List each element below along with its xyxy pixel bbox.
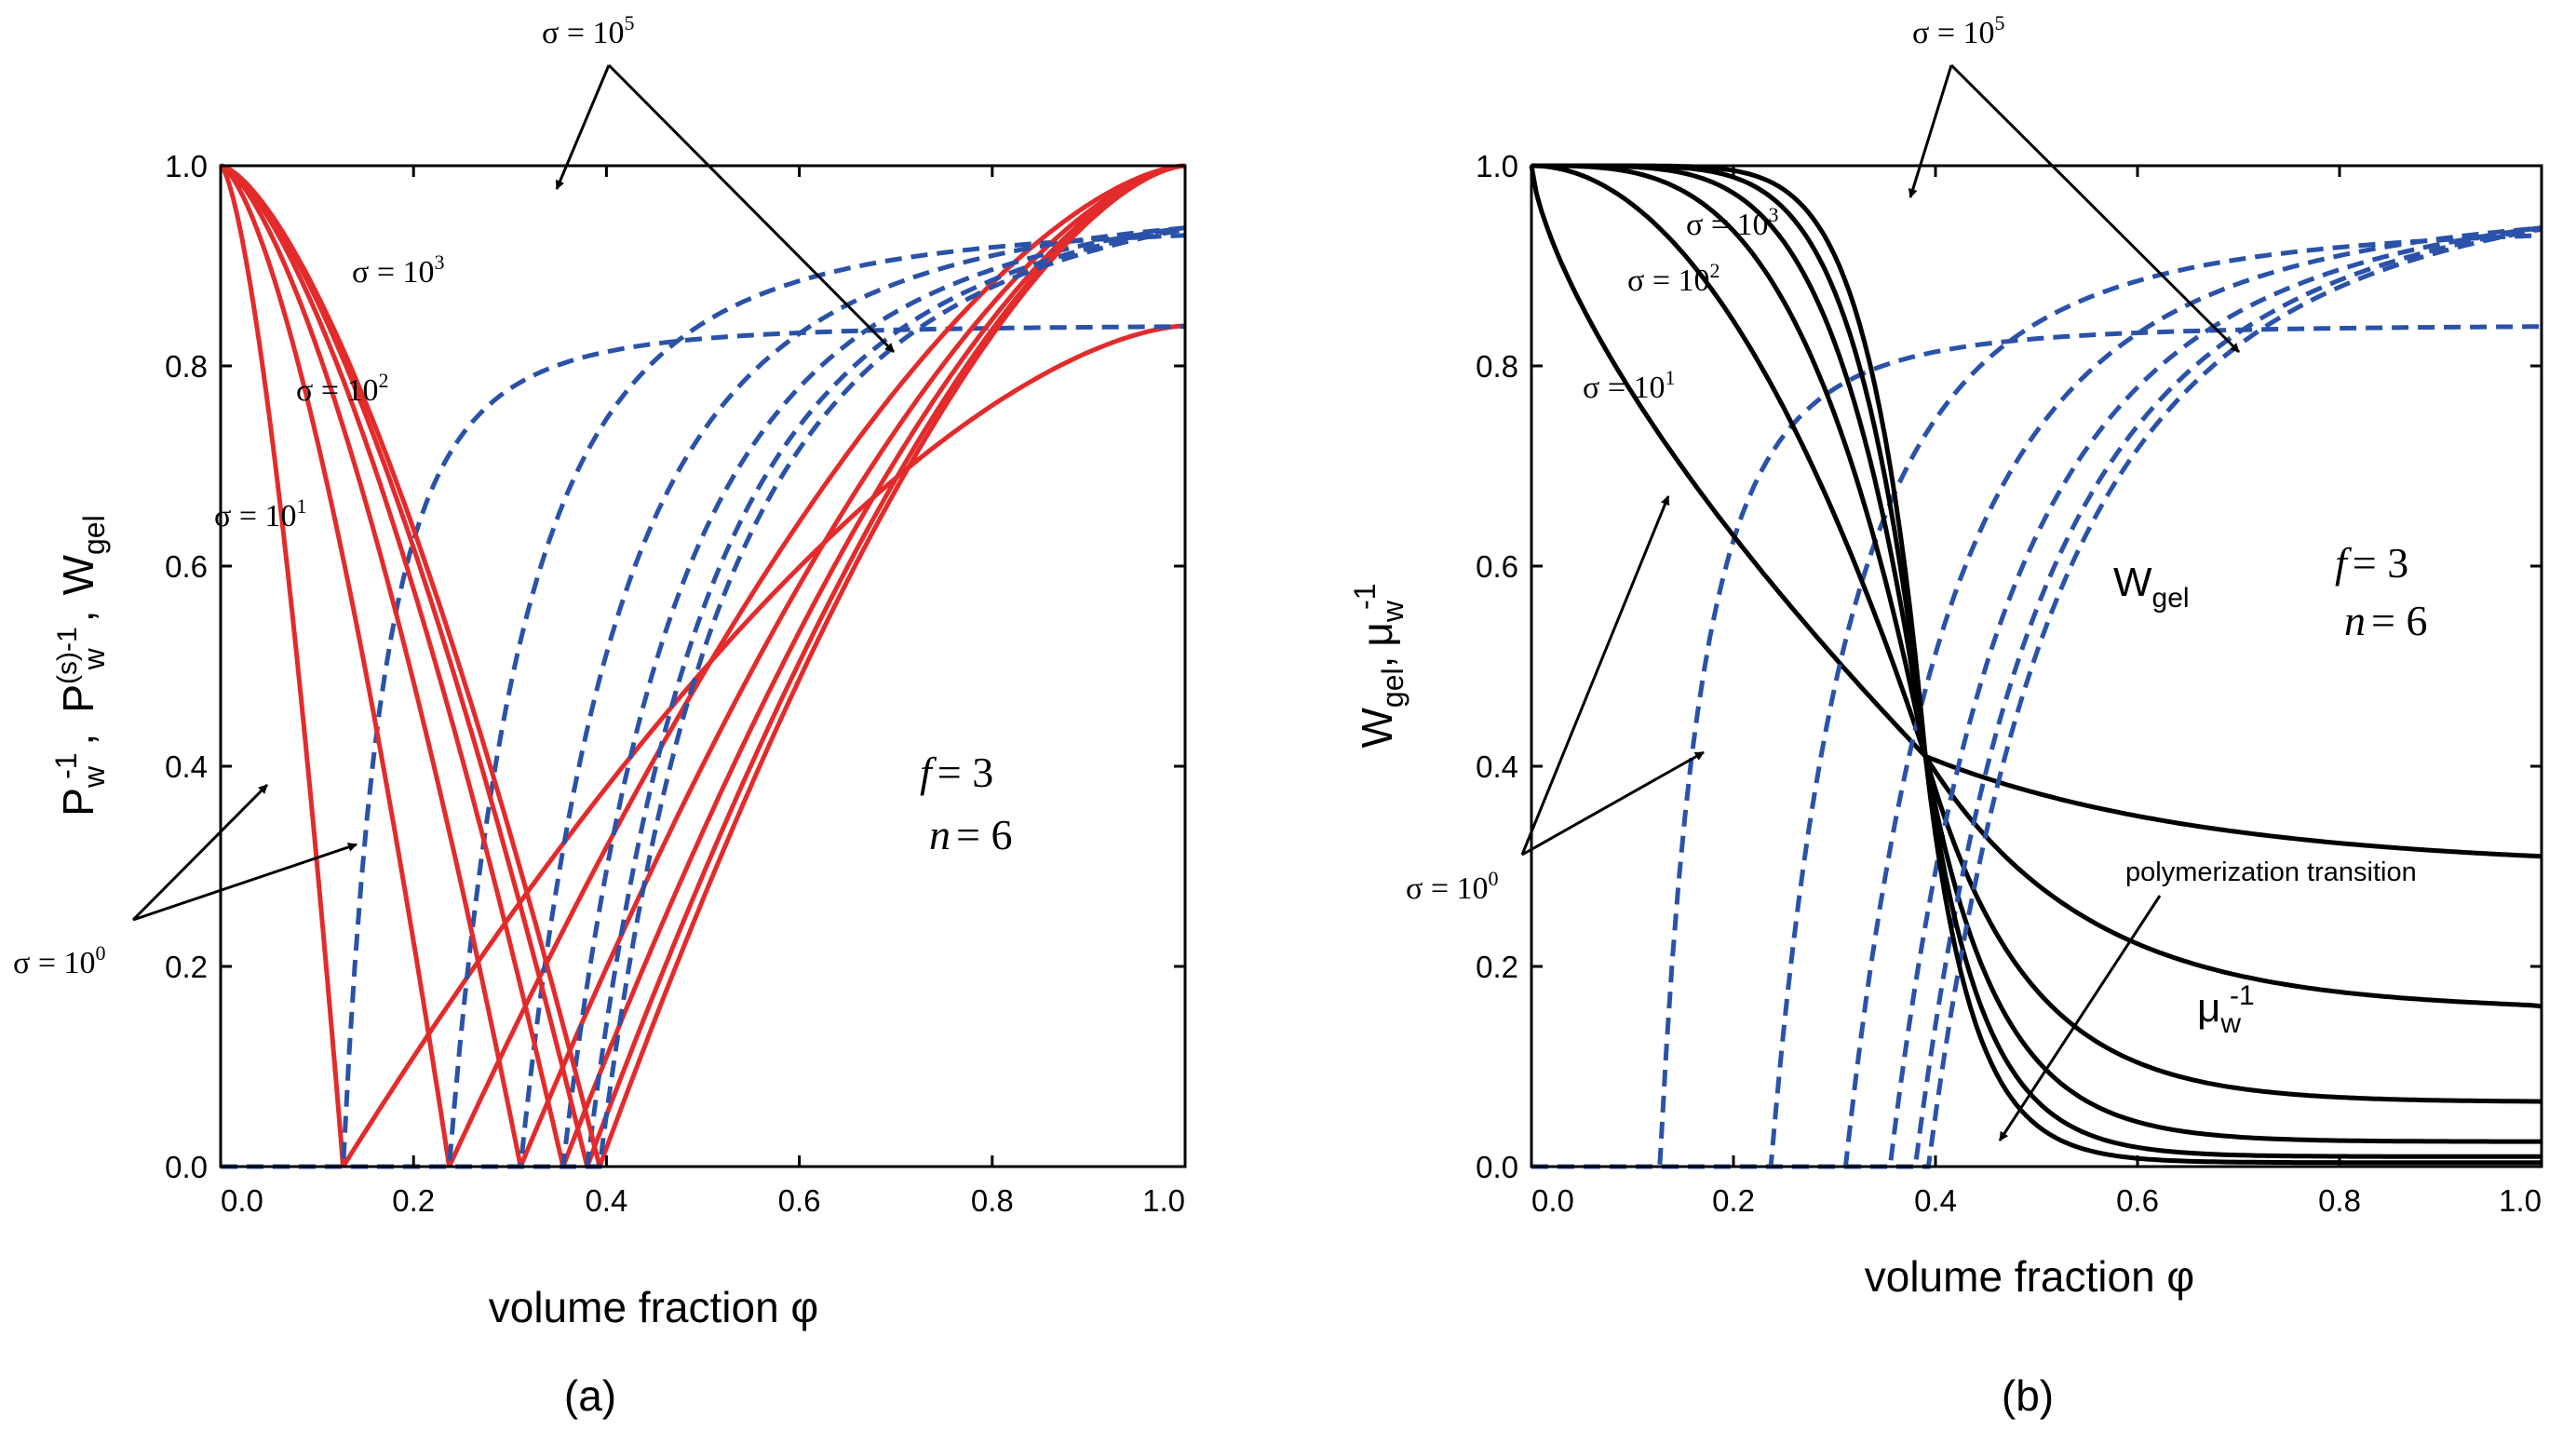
panel-b-black-mu-sigma-10000 (1531, 163, 2542, 1159)
panel-b-ytick-label: 1.0 (1476, 149, 1518, 183)
panel-b-blue-wgel-sigma-1 (1531, 324, 2542, 1169)
panel-b-ytick-label: 0.6 (1476, 549, 1518, 584)
panel-a-sigma-1e1-label: σ = 101 (214, 494, 307, 533)
panel-b-ytick-label: 0.8 (1476, 349, 1518, 384)
panel-b-mu-annotation: μw-1 (2197, 980, 2255, 1039)
panel-a-ytick-label: 0.0 (165, 1150, 208, 1184)
panel-a-label: (a) (564, 1371, 616, 1420)
panel-a-ytick-label: 0.6 (165, 549, 208, 584)
panel-a-ytick-label: 0.4 (165, 749, 208, 784)
panel-a-red-pw-sigma-100 (220, 163, 523, 1168)
panel-a-arrow-1e5-red (555, 64, 611, 190)
panel-b-blue-wgel-sigma-100 (1531, 225, 2542, 1169)
panel-b-black-mu-sigma-1 (1529, 165, 2542, 859)
panel-a-blue-wgel-sigma-10000 (221, 225, 1186, 1169)
panel-a-xtick-label: 0.4 (585, 1183, 627, 1218)
panel-b-blue-wgel-sigma-10 (1531, 233, 2542, 1169)
panel-a-ylabel: Pw-1,P(s)-1w,Wgel (49, 515, 111, 816)
panel-b-arrow-transition (1998, 895, 2162, 1141)
panel-b-xtick-label: 1.0 (2499, 1183, 2542, 1218)
panel-a-xlabel: volume fraction φ (489, 1283, 819, 1331)
panel-a: 0.0 0.2 0.4 0.6 0.8 1.0 0.0 0.2 0.4 0.6 0.8 1.0 Pw-… (13, 11, 1187, 1420)
panel-b-sigma-1e5-label: σ = 105 (1912, 11, 2005, 50)
panel-a-blue-wgel-sigma-1 (221, 324, 1185, 1169)
panel-b-label: (b) (2002, 1371, 2054, 1420)
panel-a-ytick-label: 0.2 (165, 950, 208, 984)
panel-b-frame (1530, 164, 2543, 1168)
panel-b-ticks: 0.0 0.2 0.4 0.6 0.8 1.0 0.0 0.2 0.4 0.6 0.8 1.0 (1476, 149, 2543, 1218)
panel-b-arrows (1520, 63, 2241, 1141)
panel-b-xtick-label: 0.0 (1531, 1183, 1574, 1218)
panel-a-sigma-1e3-label: σ = 103 (352, 250, 445, 290)
panel-b: 0.0 0.2 0.4 0.6 0.8 1.0 0.0 0.2 0.4 0.6 0.8 1.0 Wge… (1348, 11, 2543, 1420)
panel-a-red-pw-sigma-10000 (220, 163, 590, 1168)
panel-a-f-param: f = 3 (920, 749, 993, 796)
panel-a-sigma-1e5-label: σ = 105 (542, 11, 635, 50)
panel-b-wgel-annotation: Wgel (2113, 560, 2190, 614)
panel-a-red-pw-sigma-10 (220, 163, 452, 1168)
panel-b-xtick-label: 0.4 (1914, 1183, 1957, 1218)
panel-a-ytick-label: 1.0 (165, 149, 208, 183)
panel-a-blue-wgel-sigma-100000 (221, 226, 1186, 1169)
panel-b-xtick-label: 0.6 (2116, 1183, 2159, 1218)
panel-b-black-mu-sigma-100000 (1531, 163, 2542, 1166)
panel-b-blue-wgel-sigma-1000 (1531, 225, 2542, 1169)
panel-b-xlabel: volume fraction φ (1865, 1252, 2195, 1301)
panel-b-ytick-label: 0.4 (1476, 749, 1518, 784)
panel-a-frame (219, 164, 1187, 1168)
panel-a-sigma-1e2-label: σ = 102 (296, 369, 389, 408)
panel-a-red-pw-sigma-1 (219, 163, 346, 1168)
panel-a-xtick-label: 0.0 (221, 1183, 263, 1218)
panel-a-arrow-1e5-blue (607, 63, 896, 354)
panel-b-sigma-1e2-label: σ = 102 (1627, 259, 1720, 298)
panel-b-f-param: f = 3 (2335, 539, 2408, 587)
panel-b-black-mu-sigma-1000 (1531, 163, 2542, 1144)
panel-a-arrow-1e0-blue (132, 843, 357, 922)
panel-b-xtick-label: 0.8 (2318, 1183, 2361, 1218)
panel-a-red-pw-sigma-100000 (220, 163, 602, 1168)
panel-b-ylabel: Wgel,μw-1 (1348, 584, 1409, 749)
panel-a-xtick-label: 0.2 (392, 1183, 435, 1218)
panel-b-ytick-label: 0.0 (1476, 1150, 1518, 1184)
panel-b-ytick-label: 0.2 (1476, 950, 1518, 984)
panel-a-red-pws-sigma-100000 (597, 163, 1186, 1168)
panel-b-sigma-1e0-label: σ = 100 (1406, 867, 1499, 906)
panel-a-red-pw-sigma-1000 (220, 163, 566, 1168)
panel-a-arrow-1e0-red (131, 783, 269, 922)
panel-a-n-param: n = 6 (929, 811, 1012, 858)
panel-a-xtick-label: 0.6 (778, 1183, 821, 1218)
panel-a-ytick-label: 0.8 (165, 349, 208, 384)
panel-b-black-mu-sigma-10 (1531, 163, 2542, 1009)
panel-b-arrow-1e5-blue (1949, 63, 2241, 354)
panel-a-blue-wgel-sigma-100 (221, 225, 1186, 1169)
panel-a-curves (219, 163, 1186, 1169)
panel-b-blue-wgel-sigma-10000 (1531, 225, 2542, 1169)
panel-b-blue-wgel-sigma-100000 (1531, 226, 2542, 1169)
panel-b-arrow-1e5-black (1908, 64, 1953, 198)
panel-a-blue-wgel-sigma-1000 (221, 225, 1186, 1169)
panel-a-xtick-label: 1.0 (1142, 1183, 1185, 1218)
panel-a-xtick-label: 0.8 (971, 1183, 1014, 1218)
panel-b-xtick-label: 0.2 (1712, 1183, 1755, 1218)
panel-a-arrows (131, 63, 896, 922)
panel-a-red-pws-sigma-1000 (560, 163, 1186, 1168)
panel-a-ticks: 0.0 0.2 0.4 0.6 0.8 1.0 0.0 0.2 0.4 0.6 0.8 1.0 (165, 149, 1187, 1218)
panel-b-arrow-1e0-black (1520, 495, 1670, 856)
panel-a-red-pws-sigma-100 (518, 163, 1186, 1168)
panel-a-red-pws-sigma-1 (341, 323, 1186, 1168)
panel-b-sigma-1e1-label: σ = 101 (1583, 366, 1676, 405)
panel-a-sigma-1e0-label: σ = 100 (13, 941, 106, 980)
panel-a-blue-wgel-sigma-10 (221, 233, 1186, 1169)
panel-a-red-pws-sigma-10 (447, 163, 1186, 1168)
panel-b-curves (1529, 163, 2542, 1169)
panel-b-arrow-1e0-blue (1521, 750, 1705, 857)
panel-b-black-mu-sigma-100 (1531, 163, 2542, 1104)
panel-b-transition-annotation: polymerization transition (2125, 857, 2417, 887)
panel-b-n-param: n = 6 (2344, 597, 2427, 644)
panel-b-sigma-1e3-label: σ = 103 (1686, 203, 1779, 242)
